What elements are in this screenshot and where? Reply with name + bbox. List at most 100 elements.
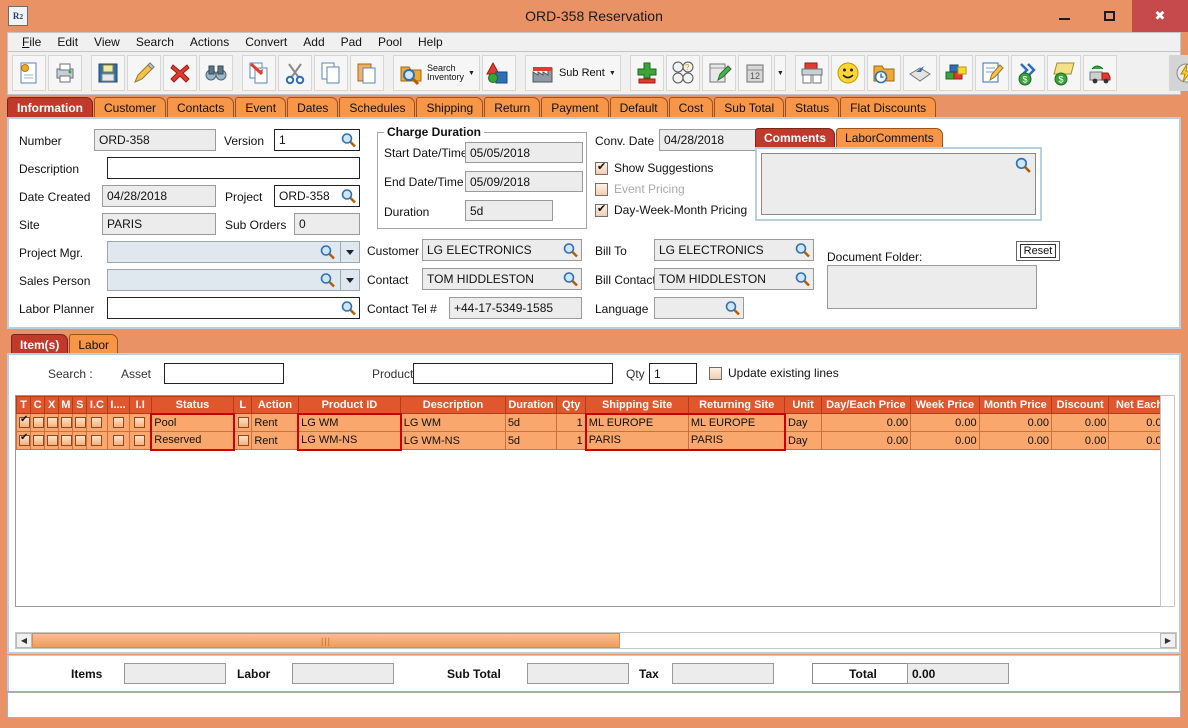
bill-to-field[interactable]: LG ELECTRONICS bbox=[654, 239, 814, 261]
row-checkbox[interactable] bbox=[19, 415, 30, 429]
cell-duration[interactable]: 5d bbox=[504, 431, 558, 450]
scroll-left-icon[interactable]: ◀ bbox=[16, 633, 32, 648]
cell-s[interactable] bbox=[72, 413, 88, 432]
col-unit[interactable]: Unit bbox=[784, 396, 822, 414]
money-forward-icon[interactable]: $ bbox=[1010, 55, 1045, 91]
folder-clock-icon[interactable] bbox=[866, 55, 901, 91]
grid-vertical-scrollbar[interactable] bbox=[1160, 395, 1175, 607]
tab-status[interactable]: Status bbox=[785, 97, 840, 118]
col-t[interactable]: T bbox=[16, 396, 32, 414]
search-icon[interactable] bbox=[341, 133, 356, 148]
menu-add[interactable]: Add bbox=[303, 35, 325, 49]
search-inventory-button[interactable]: Search Inventory ▼ bbox=[393, 55, 480, 91]
col-product-id[interactable]: Product ID bbox=[297, 396, 402, 414]
new-document-icon[interactable] bbox=[12, 55, 46, 91]
col-ii[interactable]: I.I bbox=[128, 396, 152, 414]
chevron-down-icon[interactable] bbox=[340, 270, 359, 290]
row-checkbox[interactable] bbox=[47, 435, 58, 447]
cell-day-each-price[interactable]: 0.00 bbox=[820, 431, 912, 450]
search-icon[interactable] bbox=[341, 189, 356, 204]
col-l[interactable]: L bbox=[233, 396, 253, 414]
grid-horizontal-scrollbar[interactable]: ◀ ||| ▶ bbox=[15, 632, 1177, 649]
duration-field[interactable]: 5d bbox=[465, 200, 553, 221]
cell-c[interactable] bbox=[30, 431, 46, 450]
cell-ii[interactable] bbox=[128, 431, 152, 450]
row-checkbox[interactable] bbox=[112, 417, 124, 429]
asset-input[interactable] bbox=[164, 363, 284, 384]
row-checkbox[interactable] bbox=[47, 417, 58, 429]
save-icon[interactable] bbox=[91, 55, 125, 91]
row-checkbox[interactable] bbox=[91, 417, 103, 429]
tab-comments[interactable]: Comments bbox=[755, 128, 836, 147]
menu-search[interactable]: Search bbox=[135, 35, 174, 49]
date-created-field[interactable]: 04/28/2018 bbox=[102, 185, 216, 207]
cell-unit[interactable]: Day bbox=[784, 431, 822, 450]
search-icon[interactable] bbox=[341, 301, 356, 316]
col-discount[interactable]: Discount bbox=[1051, 396, 1110, 414]
maximize-icon[interactable] bbox=[1087, 0, 1132, 32]
tab-items[interactable]: Item(s) bbox=[11, 334, 69, 354]
close-icon[interactable]: ✖ bbox=[1132, 0, 1188, 32]
tab-flat-discounts[interactable]: Flat Discounts bbox=[840, 97, 937, 118]
minimize-icon[interactable] bbox=[1042, 0, 1087, 32]
cell-month-price[interactable]: 0.00 bbox=[978, 431, 1053, 450]
cell-m[interactable] bbox=[58, 431, 74, 450]
search-icon[interactable] bbox=[563, 243, 578, 258]
cell-qty[interactable]: 1 bbox=[556, 413, 587, 432]
row-checkbox[interactable] bbox=[134, 435, 146, 447]
project-mgr-field[interactable] bbox=[107, 241, 360, 263]
search-icon[interactable] bbox=[795, 272, 810, 287]
paste-icon[interactable] bbox=[350, 55, 384, 91]
tab-dates[interactable]: Dates bbox=[287, 97, 339, 118]
conv-date-field[interactable]: 04/28/2018 bbox=[659, 129, 759, 151]
col-duration[interactable]: Duration bbox=[504, 396, 558, 414]
invoice-money-icon[interactable]: $ bbox=[1046, 55, 1081, 91]
table-row[interactable]: Reserved Rent LG WM-NS LG WM-NS 5d 1 PAR… bbox=[16, 431, 1172, 451]
cell-duration[interactable]: 5d bbox=[504, 413, 558, 432]
cell-description[interactable]: LG WM bbox=[400, 413, 506, 432]
total-button[interactable]: Total bbox=[812, 663, 914, 684]
cell-ic[interactable] bbox=[86, 413, 108, 432]
inbox-arrow-icon[interactable] bbox=[902, 55, 937, 91]
cell-i-dot[interactable] bbox=[106, 431, 130, 450]
update-existing-lines-checkbox[interactable]: Update existing lines bbox=[709, 366, 839, 380]
search-icon[interactable] bbox=[320, 273, 335, 288]
row-checkbox[interactable] bbox=[19, 433, 30, 447]
cell-net-each[interactable]: 0.00 bbox=[1108, 431, 1171, 450]
cell-discount[interactable]: 0.00 bbox=[1051, 413, 1110, 432]
cell-week-price[interactable]: 0.00 bbox=[910, 413, 980, 432]
crew-icon[interactable]: ? bbox=[665, 55, 700, 91]
cell-action[interactable]: Rent bbox=[251, 431, 299, 450]
delete-x-icon[interactable] bbox=[163, 55, 197, 91]
shapes-icon[interactable] bbox=[481, 55, 516, 91]
cell-t[interactable] bbox=[16, 431, 32, 450]
cell-t[interactable] bbox=[16, 413, 32, 432]
labor-planner-field[interactable] bbox=[107, 297, 360, 319]
tab-payment[interactable]: Payment bbox=[541, 97, 609, 118]
row-checkbox[interactable] bbox=[91, 435, 103, 447]
edit-list-icon[interactable] bbox=[974, 55, 1009, 91]
col-s[interactable]: S bbox=[72, 396, 88, 414]
site-field[interactable]: PARIS bbox=[102, 213, 216, 235]
cell-m[interactable] bbox=[58, 413, 74, 432]
col-action[interactable]: Action bbox=[251, 396, 299, 414]
col-x[interactable]: X bbox=[44, 396, 60, 414]
tab-information[interactable]: Information bbox=[7, 97, 93, 118]
end-date-field[interactable]: 05/09/2018 bbox=[465, 171, 583, 192]
scroll-right-icon[interactable]: ▶ bbox=[1160, 633, 1176, 648]
menu-file[interactable]: File bbox=[22, 35, 42, 49]
col-i-dot[interactable]: I.... bbox=[106, 396, 130, 414]
cell-ii[interactable] bbox=[128, 413, 152, 432]
reset-button[interactable]: Reset bbox=[1016, 241, 1060, 261]
menu-pad[interactable]: Pad bbox=[340, 35, 362, 49]
cell-status[interactable]: Reserved bbox=[150, 431, 235, 451]
contact-tel-field[interactable]: +44-17-5349-1585 bbox=[449, 297, 582, 319]
cell-month-price[interactable]: 0.00 bbox=[978, 413, 1053, 432]
cell-x[interactable] bbox=[44, 413, 60, 432]
cell-i-dot[interactable] bbox=[106, 413, 130, 432]
smiley-icon[interactable] bbox=[830, 55, 865, 91]
col-month-price[interactable]: Month Price bbox=[978, 396, 1053, 414]
total-field[interactable]: 0.00 bbox=[907, 663, 1009, 684]
cell-returning-site[interactable]: ML EUROPE bbox=[687, 412, 786, 432]
cell-ic[interactable] bbox=[86, 431, 108, 450]
